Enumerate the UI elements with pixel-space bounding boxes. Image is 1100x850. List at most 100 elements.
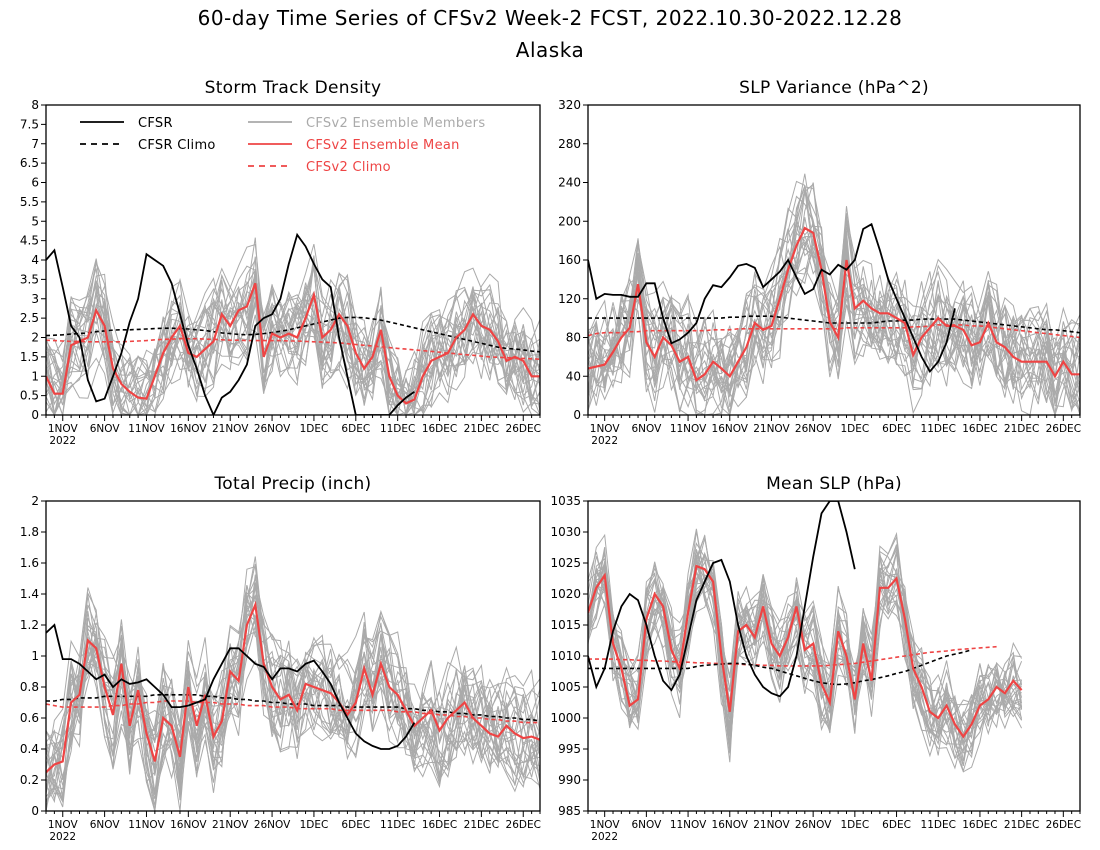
- ensemble-member-line: [46, 586, 540, 781]
- y-tick-label: 40: [566, 369, 581, 383]
- y-tick-label: 6: [31, 176, 39, 190]
- y-tick-label: 160: [558, 253, 581, 267]
- x-tick-label: 21DEC: [1004, 819, 1039, 831]
- x-year-label: 2022: [49, 831, 76, 843]
- y-tick-label: 1010: [550, 649, 581, 663]
- x-tick-label: 1NOV: [590, 819, 621, 831]
- panel-title: SLP Variance (hPa^2): [739, 78, 929, 98]
- y-tick-label: 120: [558, 292, 581, 306]
- legend-label-cfsr_climo: CFSR Climo: [138, 138, 216, 153]
- x-tick-label: 16DEC: [422, 423, 457, 435]
- panel-title: Storm Track Density: [205, 78, 382, 98]
- ensemble-member-line: [46, 595, 540, 811]
- x-tick-label: 16NOV: [712, 423, 749, 435]
- panel-4: Mean SLP (hPa) 985 990 995 1000 1005 1010 1015 1…: [550, 474, 1081, 843]
- x-tick-label: 16DEC: [962, 819, 997, 831]
- x-tick-label: 26NOV: [795, 423, 832, 435]
- cfsr-line: [46, 623, 416, 750]
- y-tick-label: 1015: [550, 618, 581, 632]
- x-tick-label: 26DEC: [506, 819, 541, 831]
- x-year-label: 2022: [591, 435, 618, 447]
- y-tick-label: 5.5: [20, 195, 39, 209]
- panel-1: Storm Track Density 0 0.5 1 1.5 2 2.5 3 3.5 4 4.5 5…: [20, 78, 541, 447]
- x-tick-label: 16DEC: [962, 423, 997, 435]
- cfsr-climo-line: [588, 315, 1080, 334]
- ensemble-member-line: [46, 282, 540, 415]
- x-tick-label: 11DEC: [921, 819, 956, 831]
- y-tick-label: 240: [558, 176, 581, 190]
- y-tick-label: 0.6: [20, 711, 39, 725]
- ensemble-member-line: [46, 262, 540, 415]
- y-tick-label: 1030: [550, 525, 581, 539]
- y-tick-label: 985: [558, 804, 581, 818]
- ensemble-member-line: [46, 598, 540, 798]
- x-tick-label: 1DEC: [300, 819, 329, 831]
- x-tick-label: 21DEC: [464, 819, 499, 831]
- y-tick-label: 1.5: [20, 350, 39, 364]
- x-tick-label: 1DEC: [840, 423, 869, 435]
- y-tick-label: 1: [31, 369, 39, 383]
- y-tick-label: 0.8: [20, 680, 39, 694]
- ensemble-member-line: [588, 549, 1022, 733]
- cfsr-climo-line: [46, 316, 540, 353]
- cfsv2-climo-line: [46, 700, 540, 724]
- panels: Storm Track Density 0 0.5 1 1.5 2 2.5 3 3.5 4 4.5 5…: [20, 78, 1081, 843]
- y-tick-label: 1025: [550, 556, 581, 570]
- ensemble-member-line: [588, 551, 1022, 736]
- ensemble-member-line: [46, 585, 540, 789]
- ensemble-mean-line: [588, 564, 1023, 739]
- ensemble-member-line: [46, 585, 540, 795]
- panel-2: SLP Variance (hPa^2) 0 40 80 120 160 200 240 280…: [558, 78, 1081, 447]
- x-tick-label: 11NOV: [670, 819, 707, 831]
- ensemble-member-line: [588, 216, 1080, 402]
- y-tick-label: 280: [558, 137, 581, 151]
- ensemble-mean-line: [46, 600, 540, 774]
- y-tick-label: 1.4: [20, 587, 39, 601]
- legend-label-members: CFSv2 Ensemble Members: [306, 116, 485, 131]
- axes-frame: [587, 104, 1081, 416]
- y-tick-label: 0: [31, 804, 39, 818]
- x-tick-label: 21NOV: [753, 423, 790, 435]
- x-tick-label: 26NOV: [254, 423, 291, 435]
- ensemble-member-line: [46, 264, 540, 415]
- x-tick-label: 1NOV: [48, 423, 79, 435]
- y-tick-label: 0.2: [20, 773, 39, 787]
- y-tick-label: 0: [31, 408, 39, 422]
- x-tick-label: 6NOV: [90, 819, 121, 831]
- ensemble-member-line: [588, 180, 1080, 413]
- x-tick-label: 6DEC: [882, 819, 911, 831]
- ensemble-member-line: [46, 640, 540, 801]
- y-tick-label: 1.2: [20, 618, 39, 632]
- ensemble-member-line: [588, 570, 1023, 735]
- x-tick-label: 26NOV: [254, 819, 291, 831]
- x-tick-label: 6DEC: [341, 423, 370, 435]
- x-tick-label: 11DEC: [380, 423, 415, 435]
- x-tick-label: 1DEC: [840, 819, 869, 831]
- x-year-label: 2022: [591, 831, 618, 843]
- x-year-label: 2022: [49, 435, 76, 447]
- x-tick-label: 11DEC: [380, 819, 415, 831]
- ensemble-member-line: [588, 542, 1023, 743]
- cfsr-climo-line: [588, 649, 972, 686]
- ensemble-member-line: [588, 555, 1022, 770]
- ensemble-member-line: [588, 247, 1080, 410]
- x-tick-label: 6DEC: [341, 819, 370, 831]
- y-tick-label: 3: [31, 292, 39, 306]
- x-tick-label: 21DEC: [1004, 423, 1039, 435]
- ensemble-mean-line: [588, 226, 1080, 382]
- y-tick-label: 1.6: [20, 556, 39, 570]
- legend: CFSR CFSR Climo CFSv2 Ensemble Members CFSv…: [80, 116, 485, 175]
- y-tick-label: 1020: [550, 587, 581, 601]
- x-tick-label: 11NOV: [128, 819, 165, 831]
- x-tick-label: 26DEC: [1046, 819, 1081, 831]
- ensemble-member-line: [46, 243, 540, 415]
- x-tick-label: 1DEC: [300, 423, 329, 435]
- x-tick-label: 6NOV: [631, 819, 662, 831]
- ensemble-member-line: [46, 267, 540, 415]
- panel-title: Total Precip (inch): [214, 474, 372, 494]
- y-tick-label: 7.5: [20, 117, 39, 131]
- panel-title: Mean SLP (hPa): [766, 474, 902, 494]
- cfsv2-climo-line: [588, 645, 997, 667]
- y-tick-label: 1000: [550, 711, 581, 725]
